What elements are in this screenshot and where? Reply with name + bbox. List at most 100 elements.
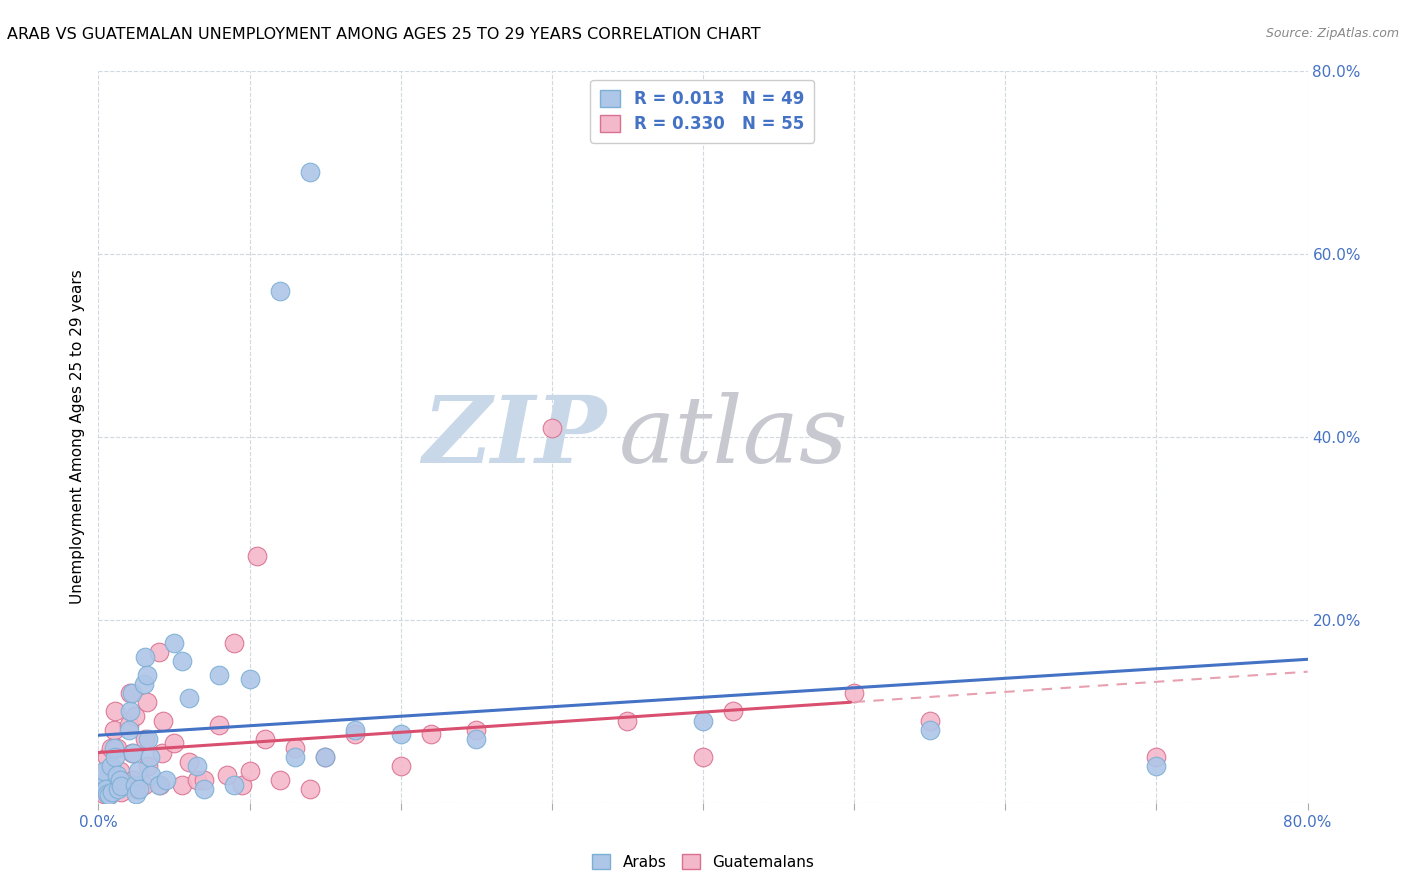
Point xyxy=(231,777,253,792)
Point xyxy=(186,772,208,787)
Point xyxy=(122,746,145,760)
Point xyxy=(94,782,117,797)
Point xyxy=(96,750,118,764)
Point xyxy=(120,705,142,719)
Point xyxy=(150,746,173,760)
Point xyxy=(692,714,714,728)
Point xyxy=(107,782,129,797)
Point xyxy=(186,759,208,773)
Point xyxy=(121,746,143,760)
Point xyxy=(108,772,131,787)
Text: ZIP: ZIP xyxy=(422,392,606,482)
Point xyxy=(127,764,149,778)
Y-axis label: Unemployment Among Ages 25 to 29 years: Unemployment Among Ages 25 to 29 years xyxy=(70,269,86,605)
Point xyxy=(101,785,124,799)
Point xyxy=(139,750,162,764)
Point xyxy=(299,165,322,179)
Point xyxy=(269,772,291,787)
Point xyxy=(94,764,117,778)
Point xyxy=(134,731,156,746)
Point xyxy=(420,727,443,741)
Point xyxy=(540,421,562,435)
Point xyxy=(141,768,163,782)
Point xyxy=(253,731,276,746)
Point xyxy=(148,777,170,792)
Point xyxy=(104,750,127,764)
Point xyxy=(239,764,262,778)
Point xyxy=(465,723,488,737)
Point xyxy=(389,727,412,741)
Point xyxy=(91,768,114,782)
Point xyxy=(120,686,142,700)
Point xyxy=(100,740,122,755)
Point xyxy=(107,777,129,792)
Point xyxy=(918,723,941,737)
Point xyxy=(344,727,367,741)
Point xyxy=(344,723,367,737)
Point xyxy=(103,723,125,737)
Point xyxy=(152,714,174,728)
Point xyxy=(148,645,170,659)
Point xyxy=(1144,750,1167,764)
Point xyxy=(124,777,146,792)
Point xyxy=(135,695,157,709)
Point xyxy=(170,777,193,792)
Point xyxy=(149,777,172,792)
Point xyxy=(135,667,157,681)
Point xyxy=(389,759,412,773)
Point xyxy=(128,782,150,797)
Point xyxy=(723,705,745,719)
Point xyxy=(163,636,186,650)
Point xyxy=(215,768,238,782)
Point xyxy=(163,736,186,750)
Point xyxy=(918,714,941,728)
Point xyxy=(239,673,262,687)
Point xyxy=(122,772,145,787)
Point xyxy=(103,740,125,755)
Point xyxy=(224,636,246,650)
Point xyxy=(108,764,131,778)
Point xyxy=(132,677,155,691)
Point xyxy=(692,750,714,764)
Point xyxy=(155,772,177,787)
Point xyxy=(90,768,112,782)
Point xyxy=(314,750,336,764)
Point xyxy=(104,705,127,719)
Point xyxy=(299,782,322,797)
Point xyxy=(314,750,336,764)
Point xyxy=(125,787,148,801)
Point xyxy=(91,772,114,787)
Point xyxy=(269,284,291,298)
Point xyxy=(98,789,121,803)
Point xyxy=(208,667,231,681)
Point xyxy=(136,759,159,773)
Point xyxy=(100,759,122,773)
Point xyxy=(284,740,307,755)
Point xyxy=(132,777,155,792)
Point xyxy=(208,718,231,732)
Point xyxy=(110,785,132,799)
Point xyxy=(224,777,246,792)
Point xyxy=(110,780,132,794)
Point xyxy=(170,654,193,668)
Point xyxy=(193,772,215,787)
Point xyxy=(93,764,115,778)
Point xyxy=(1144,759,1167,773)
Point xyxy=(134,649,156,664)
Point xyxy=(93,787,115,801)
Text: ARAB VS GUATEMALAN UNEMPLOYMENT AMONG AGES 25 TO 29 YEARS CORRELATION CHART: ARAB VS GUATEMALAN UNEMPLOYMENT AMONG AG… xyxy=(7,27,761,42)
Point xyxy=(193,782,215,797)
Point xyxy=(90,772,112,787)
Text: Source: ZipAtlas.com: Source: ZipAtlas.com xyxy=(1265,27,1399,40)
Point xyxy=(124,709,146,723)
Legend: Arabs, Guatemalans: Arabs, Guatemalans xyxy=(586,847,820,876)
Point xyxy=(246,549,269,563)
Point xyxy=(616,714,638,728)
Point xyxy=(179,755,201,769)
Point xyxy=(121,686,143,700)
Point xyxy=(89,782,111,797)
Point xyxy=(465,731,488,746)
Point xyxy=(98,789,121,803)
Point xyxy=(105,740,128,755)
Text: atlas: atlas xyxy=(619,392,848,482)
